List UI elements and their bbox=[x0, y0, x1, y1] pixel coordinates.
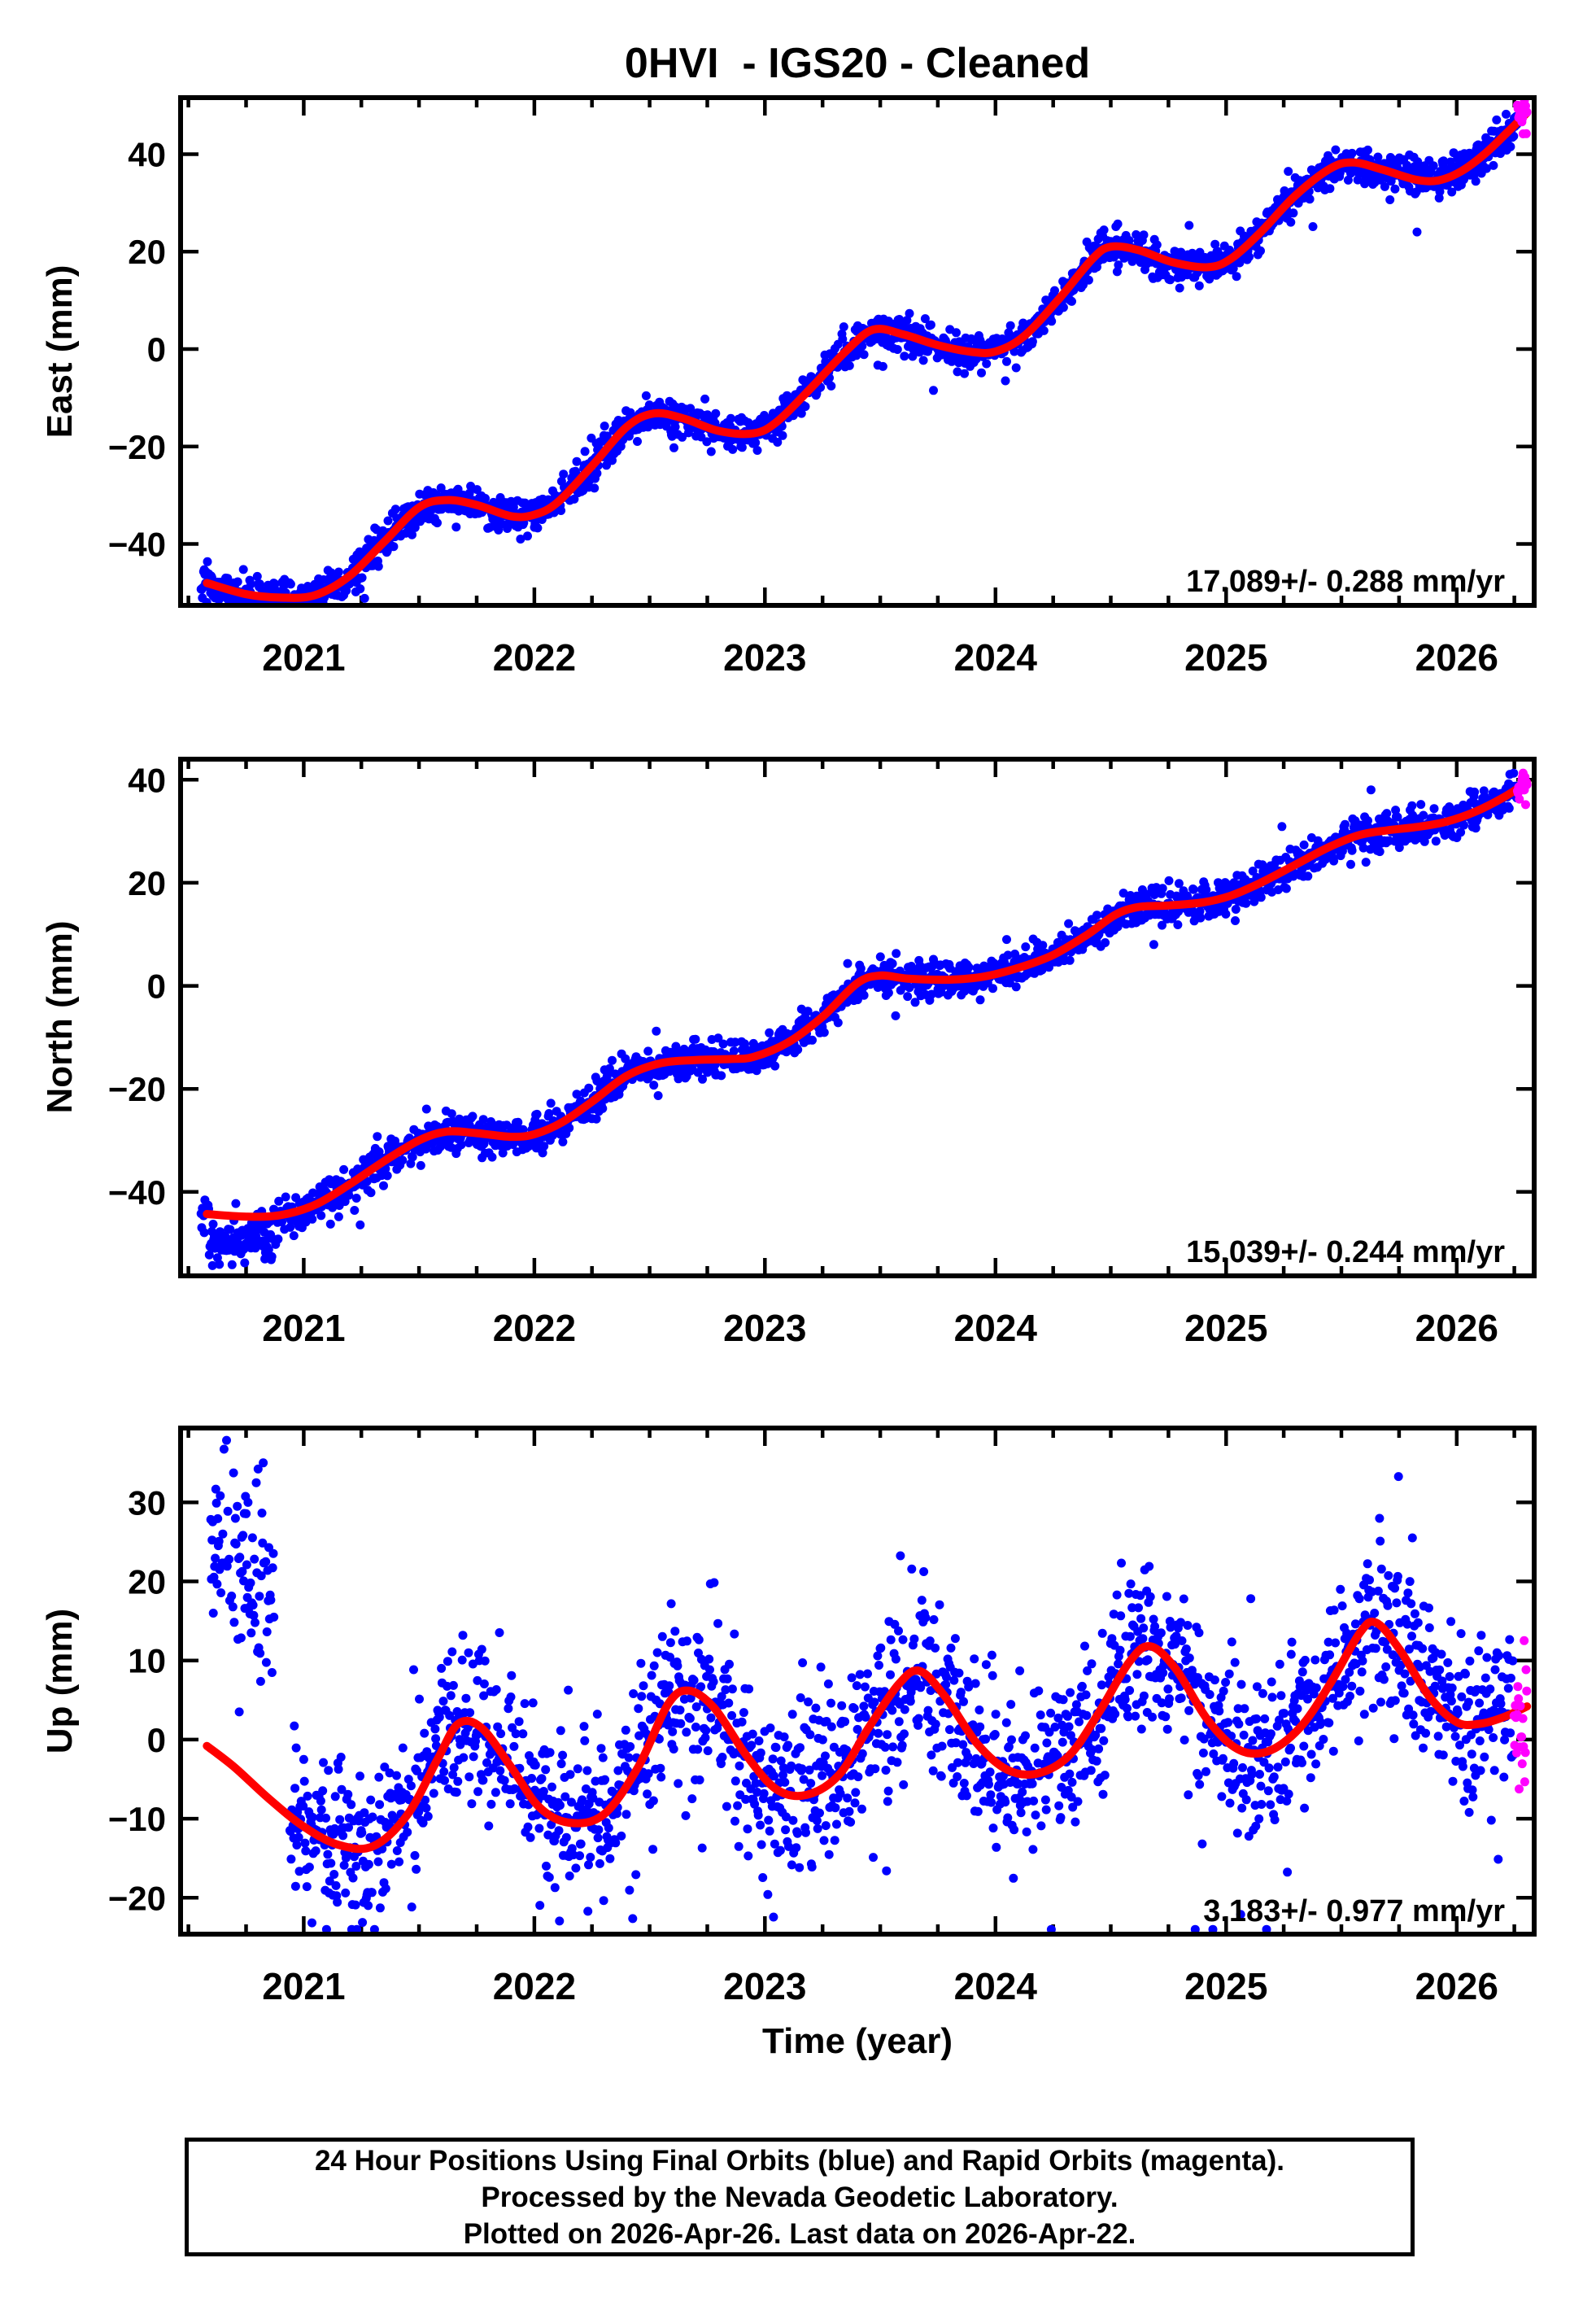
svg-text:2026: 2026 bbox=[1415, 1965, 1498, 2007]
svg-text:0: 0 bbox=[147, 1721, 166, 1759]
footer-line-orbits: 24 Hour Positions Using Final Orbits (bl… bbox=[314, 2144, 1285, 2177]
svg-text:2022: 2022 bbox=[493, 1965, 576, 2007]
east-rate-annotation: 17.089+/- 0.288 mm/yr bbox=[1186, 565, 1505, 599]
up-tick-labels: −20 −10 0 10 20 30 2021 2022 2023 2024 2025 2026 bbox=[108, 1483, 1498, 2007]
svg-text:−20: −20 bbox=[108, 428, 166, 466]
footer-box: 24 Hour Positions Using Final Orbits (bl… bbox=[185, 2138, 1415, 2256]
svg-text:2021: 2021 bbox=[262, 636, 345, 679]
svg-text:30: 30 bbox=[128, 1483, 166, 1522]
x-axis-label: Time (year) bbox=[762, 2021, 953, 2061]
svg-text:20: 20 bbox=[128, 233, 166, 271]
up-final-orbit-points bbox=[206, 1435, 1518, 1934]
up-panel: −20 −10 0 10 20 30 2021 2022 2023 2024 2025 2026 bbox=[108, 1426, 1537, 2007]
plot-title: 0HVI - IGS20 - Cleaned bbox=[624, 40, 1091, 87]
up-rate-annotation: 3.183+/- 0.977 mm/yr bbox=[1203, 1894, 1505, 1928]
svg-text:0: 0 bbox=[147, 967, 166, 1006]
north-final-orbit-points bbox=[196, 768, 1522, 1270]
east-rapid-orbit-points bbox=[1512, 96, 1532, 138]
north-tick-labels: −40 −20 0 20 40 2021 2022 2023 2024 2025 2026 bbox=[108, 761, 1498, 1349]
svg-text:2024: 2024 bbox=[954, 1965, 1038, 2007]
svg-text:2021: 2021 bbox=[262, 1307, 345, 1349]
svg-text:20: 20 bbox=[128, 864, 166, 902]
svg-text:2023: 2023 bbox=[723, 636, 806, 679]
svg-text:2026: 2026 bbox=[1415, 1307, 1498, 1349]
up-axis-label: Up (mm) bbox=[40, 1608, 80, 1754]
up-frame bbox=[178, 1426, 1537, 1937]
svg-text:2024: 2024 bbox=[954, 1307, 1038, 1349]
north-rapid-orbit-points bbox=[1512, 768, 1532, 810]
north-model-curve bbox=[203, 778, 1532, 1221]
svg-text:−20: −20 bbox=[108, 1879, 166, 1917]
svg-text:2025: 2025 bbox=[1184, 636, 1267, 679]
footer-line-plotted: Plotted on 2026-Apr-26. Last data on 202… bbox=[463, 2217, 1136, 2250]
svg-text:−20: −20 bbox=[108, 1070, 166, 1108]
svg-text:10: 10 bbox=[128, 1642, 166, 1680]
north-axis-label: North (mm) bbox=[40, 920, 80, 1114]
svg-text:2025: 2025 bbox=[1184, 1307, 1267, 1349]
svg-text:−40: −40 bbox=[108, 1173, 166, 1212]
up-rapid-orbit-points bbox=[1509, 1636, 1532, 1794]
north-rate-annotation: 15.039+/- 0.244 mm/yr bbox=[1186, 1235, 1505, 1269]
east-frame bbox=[178, 95, 1537, 608]
north-panel: −40 −20 0 20 40 2021 2022 2023 2024 2025 2026 bbox=[108, 757, 1537, 1349]
svg-text:40: 40 bbox=[128, 761, 166, 799]
svg-text:2026: 2026 bbox=[1415, 636, 1498, 679]
up-model-curve bbox=[203, 1617, 1532, 1854]
svg-text:2023: 2023 bbox=[723, 1965, 806, 2007]
footer-line-processed: Processed by the Nevada Geodetic Laborat… bbox=[481, 2181, 1119, 2213]
svg-text:2022: 2022 bbox=[493, 1307, 576, 1349]
east-panel: −40 −20 0 20 40 2021 2022 2023 2024 2025 2026 bbox=[108, 95, 1537, 679]
svg-text:0: 0 bbox=[147, 330, 166, 369]
svg-text:2021: 2021 bbox=[262, 1965, 345, 2007]
svg-text:2023: 2023 bbox=[723, 1307, 806, 1349]
svg-text:40: 40 bbox=[128, 136, 166, 174]
svg-text:−40: −40 bbox=[108, 526, 166, 564]
east-tick-labels: −40 −20 0 20 40 2021 2022 2023 2024 2025 2026 bbox=[108, 136, 1498, 679]
east-model-curve bbox=[203, 108, 1532, 602]
north-frame bbox=[178, 757, 1537, 1278]
svg-text:2022: 2022 bbox=[493, 636, 576, 679]
svg-text:2025: 2025 bbox=[1184, 1965, 1267, 2007]
svg-text:2024: 2024 bbox=[954, 636, 1038, 679]
svg-text:20: 20 bbox=[128, 1563, 166, 1601]
svg-text:−10: −10 bbox=[108, 1800, 166, 1838]
east-axis-label: East (mm) bbox=[40, 264, 80, 439]
